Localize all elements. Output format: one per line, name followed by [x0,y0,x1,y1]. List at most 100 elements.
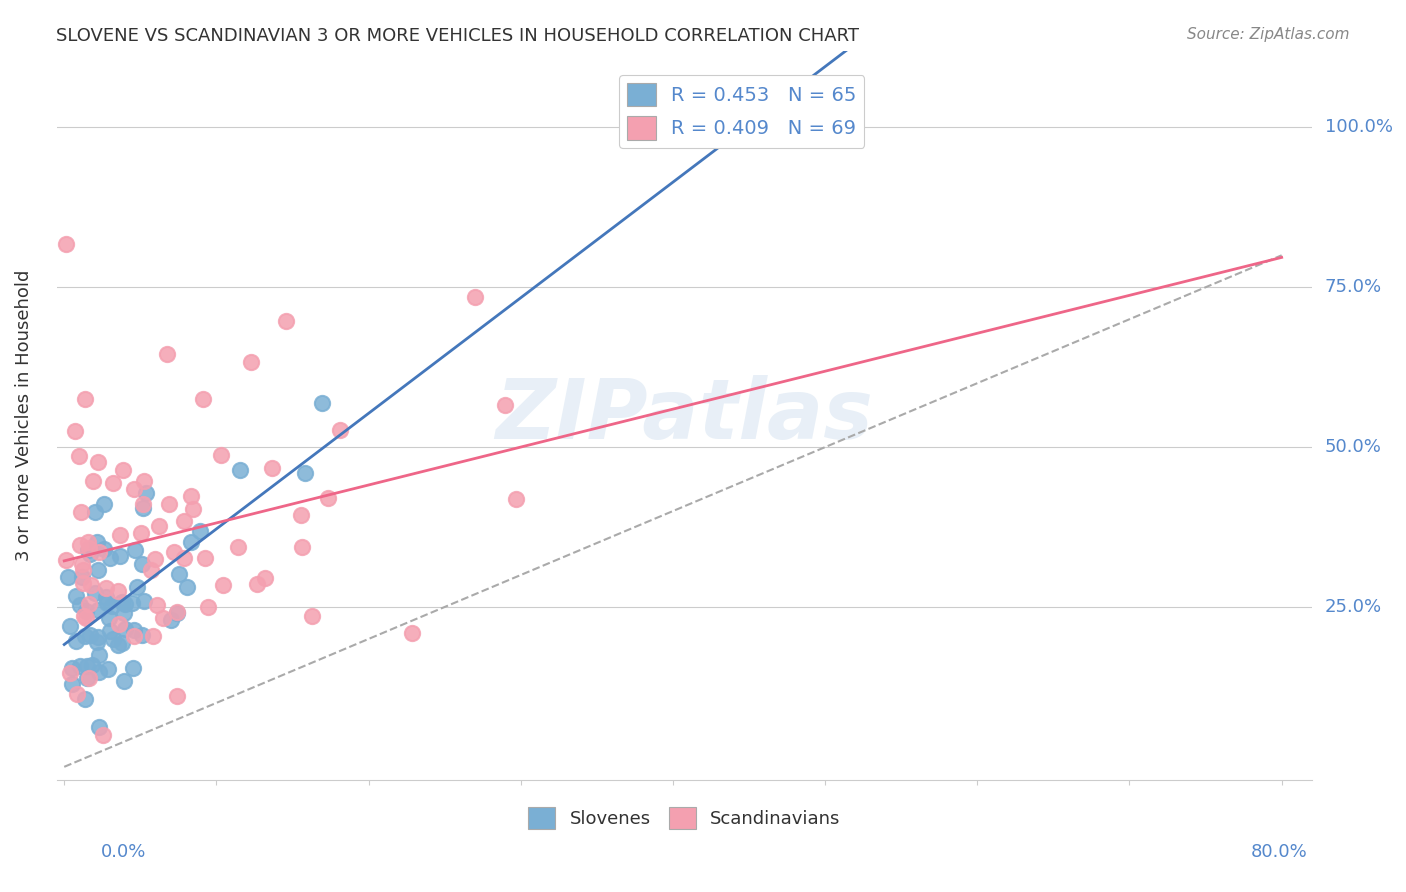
Point [176,580,198,594]
Point [166,605,188,619]
Point [122,482,145,496]
Point [152,610,174,624]
Text: 50.0%: 50.0% [1324,438,1382,456]
Point [86,603,108,617]
Text: SLOVENE VS SCANDINAVIAN 3 OR MORE VEHICLES IN HOUSEHOLD CORRELATION CHART: SLOVENE VS SCANDINAVIAN 3 OR MORE VEHICL… [56,27,859,45]
Point [197,599,219,614]
Point [125,580,148,594]
Point [65,589,87,603]
Point [59,619,82,633]
Point [75,691,97,706]
Point [156,347,179,361]
Point [401,626,423,640]
Point [239,355,262,369]
Point [86,534,108,549]
Point [226,541,249,555]
Point [87,648,110,662]
Legend: Slovenes, Scandinavians: Slovenes, Scandinavians [520,800,848,836]
Point [84,586,107,600]
Point [129,526,152,541]
Point [87,631,110,645]
Point [114,622,136,636]
Point [142,629,165,643]
Point [100,551,122,566]
Point [169,567,191,582]
Point [193,392,215,406]
Point [212,578,235,592]
Point [87,544,110,558]
Point [194,551,217,566]
Point [108,528,131,542]
Text: 0.0%: 0.0% [101,843,146,861]
Point [65,633,87,648]
Point [274,313,297,327]
Point [97,610,120,624]
Point [494,398,516,412]
Point [157,497,180,511]
Point [110,549,132,563]
Point [86,635,108,649]
Point [124,543,146,558]
Point [100,624,122,639]
Point [83,505,105,519]
Point [107,638,129,652]
Point [79,628,101,642]
Point [77,598,100,612]
Point [69,449,91,463]
Point [69,538,91,552]
Point [190,524,212,538]
Text: 75.0%: 75.0% [1324,278,1382,296]
Point [329,423,352,437]
Point [87,455,110,469]
Point [96,596,118,610]
Point [87,720,110,734]
Point [163,545,186,559]
Point [311,396,333,410]
Point [166,689,188,703]
Point [56,570,79,584]
Point [262,461,284,475]
Point [70,557,93,571]
Point [93,497,115,511]
Point [77,541,100,555]
Point [93,541,115,556]
Point [87,563,110,577]
Point [294,466,316,480]
Point [70,505,93,519]
Point [101,632,124,647]
Point [132,593,155,607]
Point [316,491,339,506]
Point [114,597,136,611]
Point [69,659,91,673]
Point [76,658,98,673]
Point [229,463,252,477]
Point [180,489,202,503]
Point [139,563,162,577]
Point [143,552,166,566]
Text: 25.0%: 25.0% [1324,598,1382,616]
Point [135,486,157,500]
Point [132,497,155,511]
Point [72,575,94,590]
Point [73,392,96,407]
Point [131,557,153,571]
Point [77,543,100,558]
Point [107,616,129,631]
Point [101,599,124,614]
Point [464,290,486,304]
Point [180,534,202,549]
Text: Source: ZipAtlas.com: Source: ZipAtlas.com [1187,27,1350,42]
Point [94,581,117,595]
Point [80,578,103,592]
Point [65,687,87,701]
Point [94,590,117,604]
Point [159,613,181,627]
Point [111,595,134,609]
Point [73,629,96,643]
Point [148,519,170,533]
Point [55,237,77,252]
Point [75,604,97,618]
Y-axis label: 3 or more Vehicles in Household: 3 or more Vehicles in Household [15,269,32,561]
Point [246,577,269,591]
Text: 80.0%: 80.0% [1251,843,1308,861]
